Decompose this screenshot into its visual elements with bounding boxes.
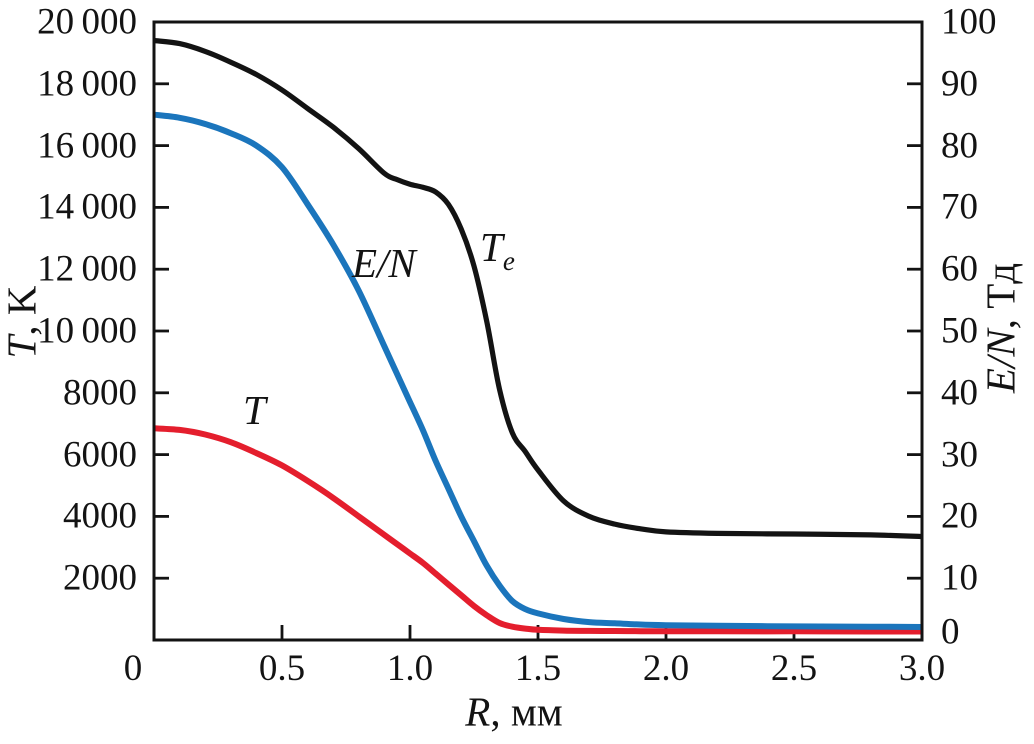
y-right-tick-label-30: 30 xyxy=(941,434,978,476)
curve-en xyxy=(153,111,923,630)
y-left-axis-title-units: , K xyxy=(0,285,45,336)
y-left-axis-title-symbol: T xyxy=(0,335,45,359)
x-axis-title-units: , мм xyxy=(490,688,563,735)
plot-area xyxy=(152,20,924,642)
y-left-tick-label-4000: 4000 xyxy=(63,495,137,537)
y-right-tick-label-50: 50 xyxy=(941,310,978,352)
x-axis-title-symbol: R xyxy=(465,688,491,735)
y-left-tick-label-6000: 6000 xyxy=(63,434,137,476)
y-right-tick-label-40: 40 xyxy=(941,372,978,414)
y-right-tick-label-70: 70 xyxy=(941,186,978,228)
y-left-tick-label-12000: 12 000 xyxy=(37,248,137,290)
x-tick-label-2.5: 2.5 xyxy=(770,648,818,689)
y-right-tick-label-20: 20 xyxy=(941,495,978,537)
y-left-tick-label-20000: 20 000 xyxy=(37,1,137,43)
plot-frame xyxy=(152,20,924,642)
curve-te xyxy=(153,37,923,540)
y-left-tick-label-2000: 2000 xyxy=(63,557,137,599)
x-tick-label-0: 0 xyxy=(123,648,143,689)
y-right-tick-label-100: 100 xyxy=(941,1,997,43)
x-tick-label-3: 3.0 xyxy=(898,648,946,689)
y-left-axis-title: T, K xyxy=(0,285,45,359)
y-right-tick-label-80: 80 xyxy=(941,125,978,167)
x-tick-label-1.5: 1.5 xyxy=(514,648,562,689)
curve-annotation-te-sub: e xyxy=(502,246,515,277)
x-tick-label-0.5: 0.5 xyxy=(258,648,306,689)
y-left-tick-label-8000: 8000 xyxy=(63,372,137,414)
curve-annotation-en: E/N xyxy=(352,240,416,286)
y-right-axis-title: E/N, Тд xyxy=(977,262,1024,394)
y-right-tick-label-90: 90 xyxy=(941,63,978,105)
curve-annotation-te-main: T xyxy=(480,224,503,270)
y-right-axis-title-units: , Тд xyxy=(977,262,1024,330)
y-left-tick-label-16000: 16 000 xyxy=(37,125,137,167)
y-right-tick-label-10: 10 xyxy=(941,557,978,599)
y-left-tick-label-10000: 10 000 xyxy=(37,310,137,352)
y-left-tick-label-18000: 18 000 xyxy=(37,63,137,105)
y-right-tick-label-0: 0 xyxy=(941,611,960,653)
x-axis-title: R, мм xyxy=(465,688,563,735)
y-right-tick-label-60: 60 xyxy=(941,248,978,290)
x-tick-label-1: 1.0 xyxy=(386,648,434,689)
plot-canvas xyxy=(152,20,924,642)
y-left-tick-label-14000: 14 000 xyxy=(37,186,137,228)
curve-annotation-te: Te xyxy=(480,224,515,275)
curve-t xyxy=(153,425,922,635)
x-tick-label-2: 2.0 xyxy=(642,648,690,689)
curve-annotation-t: T xyxy=(243,387,266,433)
y-right-axis-title-symbol: E/N xyxy=(977,329,1024,394)
